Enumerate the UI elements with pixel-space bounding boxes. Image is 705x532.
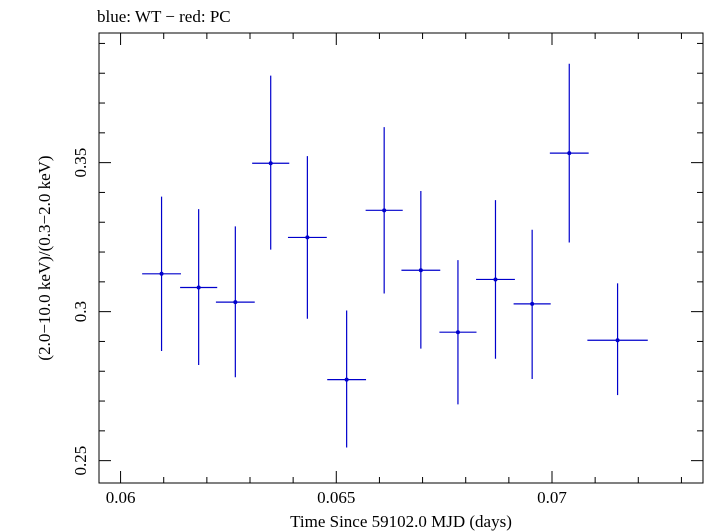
data-point — [476, 200, 515, 359]
x-tick-label: 0.065 — [317, 488, 355, 507]
x-tick-label: 0.06 — [106, 488, 136, 507]
data-point — [142, 196, 181, 351]
data-point — [215, 226, 255, 378]
data-point — [327, 310, 367, 448]
data-point — [365, 127, 403, 294]
point-marker — [344, 377, 349, 382]
axis-tick-labels: 0.06 0.065 0.07 0.25 0.3 0.35 — [71, 148, 567, 507]
x-tick-label: 0.07 — [537, 488, 567, 507]
point-marker — [493, 277, 498, 282]
point-marker — [567, 151, 572, 156]
y-axis-label: (2.0−10.0 keV)/(0.3−2.0 keV) — [35, 155, 54, 360]
point-marker — [268, 161, 273, 166]
chart-title: blue: WT − red: PC — [97, 7, 231, 26]
point-marker — [159, 271, 164, 276]
data-point — [439, 260, 477, 405]
data-point — [252, 75, 290, 250]
data-point — [587, 283, 648, 396]
y-tick-label: 0.35 — [71, 148, 90, 178]
y-tick-label: 0.3 — [71, 301, 90, 322]
point-marker — [382, 208, 387, 213]
data-point — [401, 190, 441, 349]
data-point — [180, 209, 218, 365]
x-axis-label: Time Since 59102.0 MJD (days) — [290, 512, 512, 531]
y-tick-label: 0.25 — [71, 446, 90, 476]
point-marker — [615, 338, 620, 343]
point-marker — [455, 330, 460, 335]
point-marker — [196, 285, 201, 290]
data-point — [549, 63, 589, 243]
data-points — [142, 63, 648, 448]
axis-ticks — [99, 33, 703, 483]
data-point — [513, 229, 551, 379]
data-point — [287, 156, 327, 319]
plot-frame — [98, 32, 704, 484]
point-marker — [233, 300, 238, 305]
point-marker — [530, 301, 535, 306]
point-marker — [418, 268, 423, 273]
point-marker — [305, 235, 310, 240]
